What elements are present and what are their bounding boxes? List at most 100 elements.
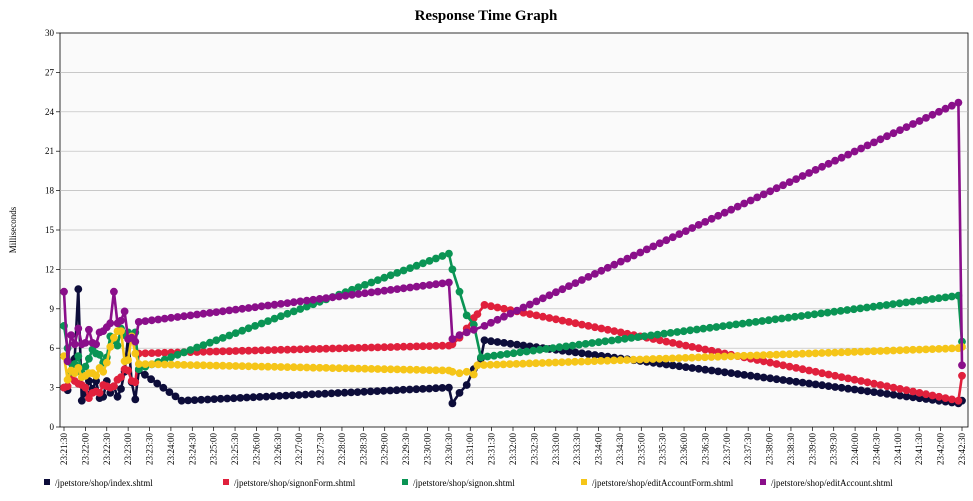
legend-item: /jpetstore/shop/index.shtml — [44, 478, 153, 488]
data-point — [857, 144, 865, 153]
data-point — [620, 334, 629, 343]
data-point — [798, 378, 807, 387]
data-point — [251, 303, 259, 312]
data-point — [883, 132, 891, 141]
data-point — [733, 352, 742, 360]
data-point — [876, 135, 885, 144]
x-tick-label: 23:21:30 — [59, 433, 69, 466]
data-point — [159, 383, 168, 392]
data-point — [779, 350, 787, 359]
data-point — [876, 381, 885, 389]
data-point — [412, 342, 421, 351]
data-point — [759, 373, 768, 382]
data-point — [701, 353, 709, 362]
data-point — [296, 297, 305, 306]
data-point — [277, 300, 285, 308]
data-point — [591, 323, 599, 332]
data-point — [681, 354, 690, 362]
data-point — [805, 349, 813, 358]
data-point — [165, 388, 174, 396]
data-point — [662, 337, 671, 346]
data-point — [186, 311, 195, 320]
data-point — [714, 211, 723, 220]
data-point — [193, 343, 201, 352]
data-point — [668, 233, 677, 242]
data-point — [160, 348, 169, 357]
data-point — [480, 361, 488, 369]
data-point — [603, 356, 612, 365]
data-point — [231, 362, 240, 370]
data-point — [889, 129, 898, 138]
data-point — [373, 343, 382, 352]
data-point — [694, 353, 703, 362]
x-tick-label: 23:24:30 — [187, 433, 197, 466]
data-point — [831, 348, 839, 357]
data-point — [779, 361, 787, 370]
data-point — [766, 187, 775, 196]
data-point — [197, 395, 206, 404]
data-point — [63, 382, 72, 391]
data-point — [545, 358, 553, 367]
data-point — [791, 312, 799, 321]
data-point — [701, 218, 710, 226]
data-point — [629, 355, 638, 364]
data-point — [928, 110, 937, 119]
data-point — [386, 386, 395, 395]
data-point — [335, 344, 343, 353]
data-point — [480, 336, 489, 345]
data-point — [328, 293, 337, 302]
data-point — [850, 147, 859, 156]
data-point — [681, 363, 690, 371]
data-point — [283, 345, 292, 354]
data-point — [751, 318, 760, 326]
data-point — [341, 344, 350, 353]
data-point — [772, 375, 781, 384]
data-point — [764, 316, 773, 325]
x-tick-label: 23:41:00 — [893, 433, 903, 466]
data-point — [738, 319, 747, 328]
data-point — [798, 365, 807, 374]
data-point — [490, 351, 498, 360]
data-point — [948, 344, 956, 353]
data-point — [419, 342, 427, 351]
legend-item: /jpetstore/shop/editAccountForm.shtml — [581, 478, 734, 488]
data-point — [283, 309, 292, 318]
data-point — [655, 354, 664, 363]
x-tick-label: 23:22:00 — [80, 433, 90, 466]
data-point — [571, 357, 579, 366]
data-point — [549, 344, 557, 352]
data-point — [823, 308, 832, 317]
data-point — [798, 349, 807, 358]
y-tick-label: 0 — [50, 422, 55, 432]
legend-item: /jpetstore/shop/signonForm.shtml — [223, 478, 356, 488]
data-point — [627, 334, 636, 342]
data-point — [532, 311, 541, 320]
data-point — [876, 347, 885, 355]
data-point — [740, 371, 749, 379]
data-point — [653, 330, 662, 339]
data-point — [921, 296, 930, 304]
data-point — [844, 374, 852, 383]
data-point — [535, 345, 544, 354]
data-point — [199, 309, 208, 318]
x-tick-label: 23:26:30 — [273, 433, 283, 466]
x-tick-label: 23:41:30 — [914, 433, 924, 466]
x-tick-label: 23:32:30 — [529, 433, 539, 466]
y-tick-label: 18 — [45, 186, 55, 196]
data-point — [909, 345, 917, 354]
data-point — [590, 357, 599, 365]
data-point — [844, 348, 852, 356]
data-point — [603, 325, 612, 334]
data-point — [870, 347, 878, 356]
data-point — [688, 364, 697, 372]
data-point — [849, 305, 858, 314]
x-axis-ticks: 23:21:30 23:22:00 23:22:30 23:23:00 23:23:30… — [59, 427, 967, 465]
data-point — [406, 264, 414, 272]
data-point — [74, 324, 83, 333]
legend-label: /jpetstore/shop/signonForm.shtml — [234, 478, 356, 488]
data-point — [503, 350, 511, 358]
data-point — [154, 315, 163, 324]
data-point — [759, 351, 768, 359]
data-point — [818, 381, 826, 390]
data-point — [206, 347, 214, 356]
